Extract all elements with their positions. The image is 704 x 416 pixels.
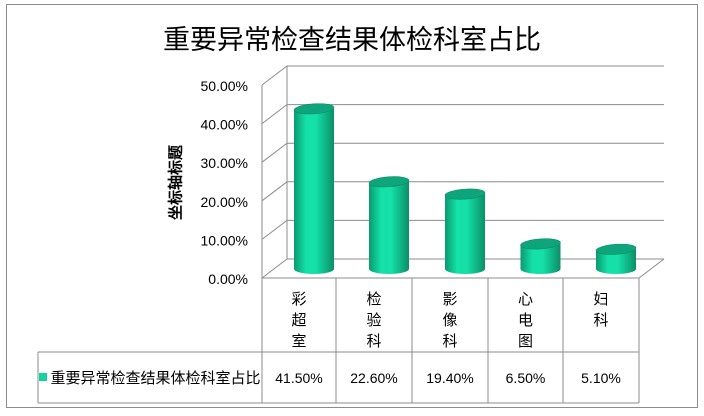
bar-cylinder-3	[445, 194, 485, 274]
category-label-char: 超	[291, 311, 306, 329]
bar-top-5	[595, 243, 637, 255]
legend-swatch	[39, 372, 48, 381]
chart-frame	[6, 4, 698, 408]
data-table-value: 19.40%	[426, 370, 473, 386]
category-label-char: 图	[518, 332, 533, 350]
category-label-char: 彩	[291, 290, 306, 308]
gridline	[261, 104, 664, 124]
gridline	[261, 142, 664, 163]
category-label-char: 验	[366, 311, 381, 329]
legend-label: 重要异常检查结果体检科室占比	[50, 368, 261, 387]
category-label-char: 电	[518, 311, 533, 329]
bar-cylinder-5	[596, 249, 636, 274]
category-label-char: 心	[518, 290, 533, 308]
bar-top-4	[520, 238, 561, 250]
bar-top-1	[293, 103, 335, 115]
y-tick-label: 10.00%	[201, 232, 248, 248]
category-label-char: 科	[593, 311, 608, 329]
category-label-char: 科	[366, 332, 381, 350]
bar-cylinder-4	[520, 243, 561, 274]
chart-title: 重要异常检查结果体检科室占比	[163, 25, 541, 56]
bar-cylinder-1	[294, 108, 334, 274]
y-tick-label: 20.00%	[201, 194, 248, 210]
y-tick-label: 0.00%	[208, 271, 248, 287]
category-label-char: 科	[442, 332, 457, 350]
category-label-char: 妇	[593, 290, 608, 308]
category-label-char: 检	[366, 290, 381, 308]
bar-top-2	[368, 176, 410, 188]
data-table-value: 6.50%	[506, 370, 546, 386]
gridline	[261, 219, 664, 240]
category-label-char: 像	[442, 311, 457, 329]
y-tick-label: 50.00%	[201, 78, 248, 94]
category-label-char: 室	[291, 332, 306, 350]
data-table-value: 5.10%	[581, 370, 621, 386]
y-tick-label: 40.00%	[201, 117, 248, 133]
gridline	[261, 181, 664, 202]
legend-cell: 重要异常检查结果体检科室占比	[38, 352, 262, 403]
category-label-char: 影	[442, 290, 457, 308]
y-tick-label: 30.00%	[201, 155, 248, 171]
bar-top-3	[444, 188, 486, 200]
data-table-value: 22.60%	[350, 370, 397, 386]
bar-cylinder-2	[369, 181, 409, 274]
data-table-value: 41.50%	[275, 370, 322, 386]
gridline	[261, 65, 664, 86]
